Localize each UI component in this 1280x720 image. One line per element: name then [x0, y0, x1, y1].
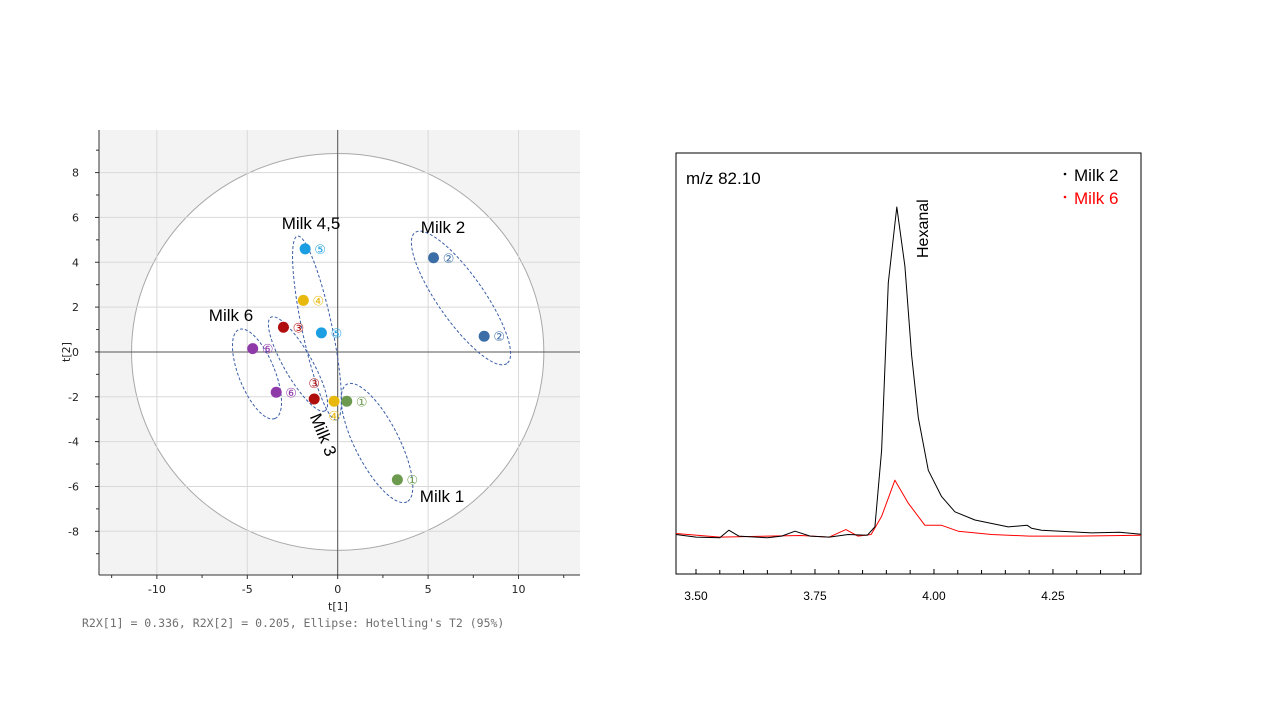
- group-label-milk-4-5: Milk 4,5: [282, 214, 341, 233]
- group-label-milk-1: Milk 1: [420, 487, 464, 506]
- score-point-milk-1: [341, 395, 353, 407]
- score-point-milk-3: [277, 321, 289, 333]
- x-tick-label: 5: [425, 583, 432, 596]
- point-label-milk-2: ②: [493, 330, 505, 345]
- y-axis-label: t[2]: [60, 342, 73, 362]
- point-label-milk-6: ⑥: [262, 343, 274, 358]
- score-point-milk-2: [428, 252, 440, 264]
- point-label-milk-4: ④: [313, 294, 325, 309]
- point-label-milk-3: ③: [293, 321, 305, 336]
- score-point-milk-5: [315, 327, 327, 339]
- point-label-milk-6: ⑥: [285, 386, 297, 401]
- chromatogram-title: m/z 82.10: [686, 169, 761, 188]
- score-point-milk-3: [308, 393, 320, 405]
- group-ellipse-milk-6: [231, 328, 283, 420]
- y-tick-label: -8: [68, 525, 79, 538]
- y-tick-label: -6: [68, 480, 79, 493]
- legend-marker-milk-6: [1063, 195, 1067, 199]
- x-tick-label: -10: [148, 583, 166, 596]
- group-ellipse-milk-2: [410, 230, 512, 366]
- group-label-milk-2: Milk 2: [421, 218, 465, 237]
- y-tick-label: 2: [72, 301, 79, 314]
- x-tick-label: -5: [242, 583, 253, 596]
- point-label-milk-1: ①: [356, 395, 368, 410]
- x-tick-label: 3.75: [803, 589, 827, 603]
- score-point-milk-4: [328, 395, 340, 407]
- x-tick-label: 0: [334, 583, 341, 596]
- legend-label-milk-6: Milk 6: [1074, 189, 1118, 208]
- group-ellipse-milk-3: [267, 316, 329, 412]
- score-point-milk-6: [270, 386, 282, 398]
- x-tick-label: 3.50: [684, 589, 708, 603]
- point-label-milk-1: ①: [407, 474, 419, 489]
- point-label-milk-2: ②: [443, 252, 455, 267]
- legend-marker-milk-2: [1063, 172, 1067, 176]
- point-label-milk-5: ⑤: [314, 243, 326, 258]
- y-tick-label: 4: [72, 256, 79, 269]
- legend-label-milk-2: Milk 2: [1074, 166, 1118, 185]
- group-ellipse-milk-4-5: [292, 235, 342, 421]
- chromatogram-frame: [675, 152, 1142, 575]
- point-label-milk-3: ③: [308, 377, 320, 392]
- score-point-milk-2: [478, 330, 490, 342]
- y-tick-label: 0: [72, 346, 79, 359]
- x-tick-label: 4.00: [922, 589, 946, 603]
- x-tick-label: 10: [512, 583, 526, 596]
- legend: Milk 2 Milk 6: [1063, 166, 1118, 208]
- score-point-milk-5: [299, 243, 311, 255]
- point-label-milk-4: ④: [328, 409, 340, 424]
- series-line-milk-2: [675, 206, 1142, 539]
- peak-annotation-hexanal: Hexanal: [915, 199, 932, 258]
- score-point-milk-6: [247, 343, 259, 355]
- chromatogram: 3.50 3.75 4.00 4.25 m/z 82.10 Hexanal Milk …: [675, 152, 1142, 603]
- y-tick-label: -2: [68, 391, 79, 404]
- score-point-milk-1: [391, 474, 403, 486]
- score-plot-footnote: R2X[1] = 0.336, R2X[2] = 0.205, Ellipse:…: [82, 616, 505, 630]
- y-tick-label: -4: [68, 436, 79, 449]
- y-tick-label: 6: [72, 211, 79, 224]
- group-label-milk-6: Milk 6: [209, 306, 253, 325]
- group-ellipse-milk-1: [340, 382, 414, 504]
- x-axis-label: t[1]: [328, 600, 348, 613]
- series-line-milk-6: [675, 479, 1142, 538]
- score-point-milk-4: [297, 294, 309, 306]
- point-label-milk-5: ⑤: [331, 327, 343, 342]
- y-tick-label: 8: [72, 167, 79, 180]
- x-tick-label: 4.25: [1041, 589, 1065, 603]
